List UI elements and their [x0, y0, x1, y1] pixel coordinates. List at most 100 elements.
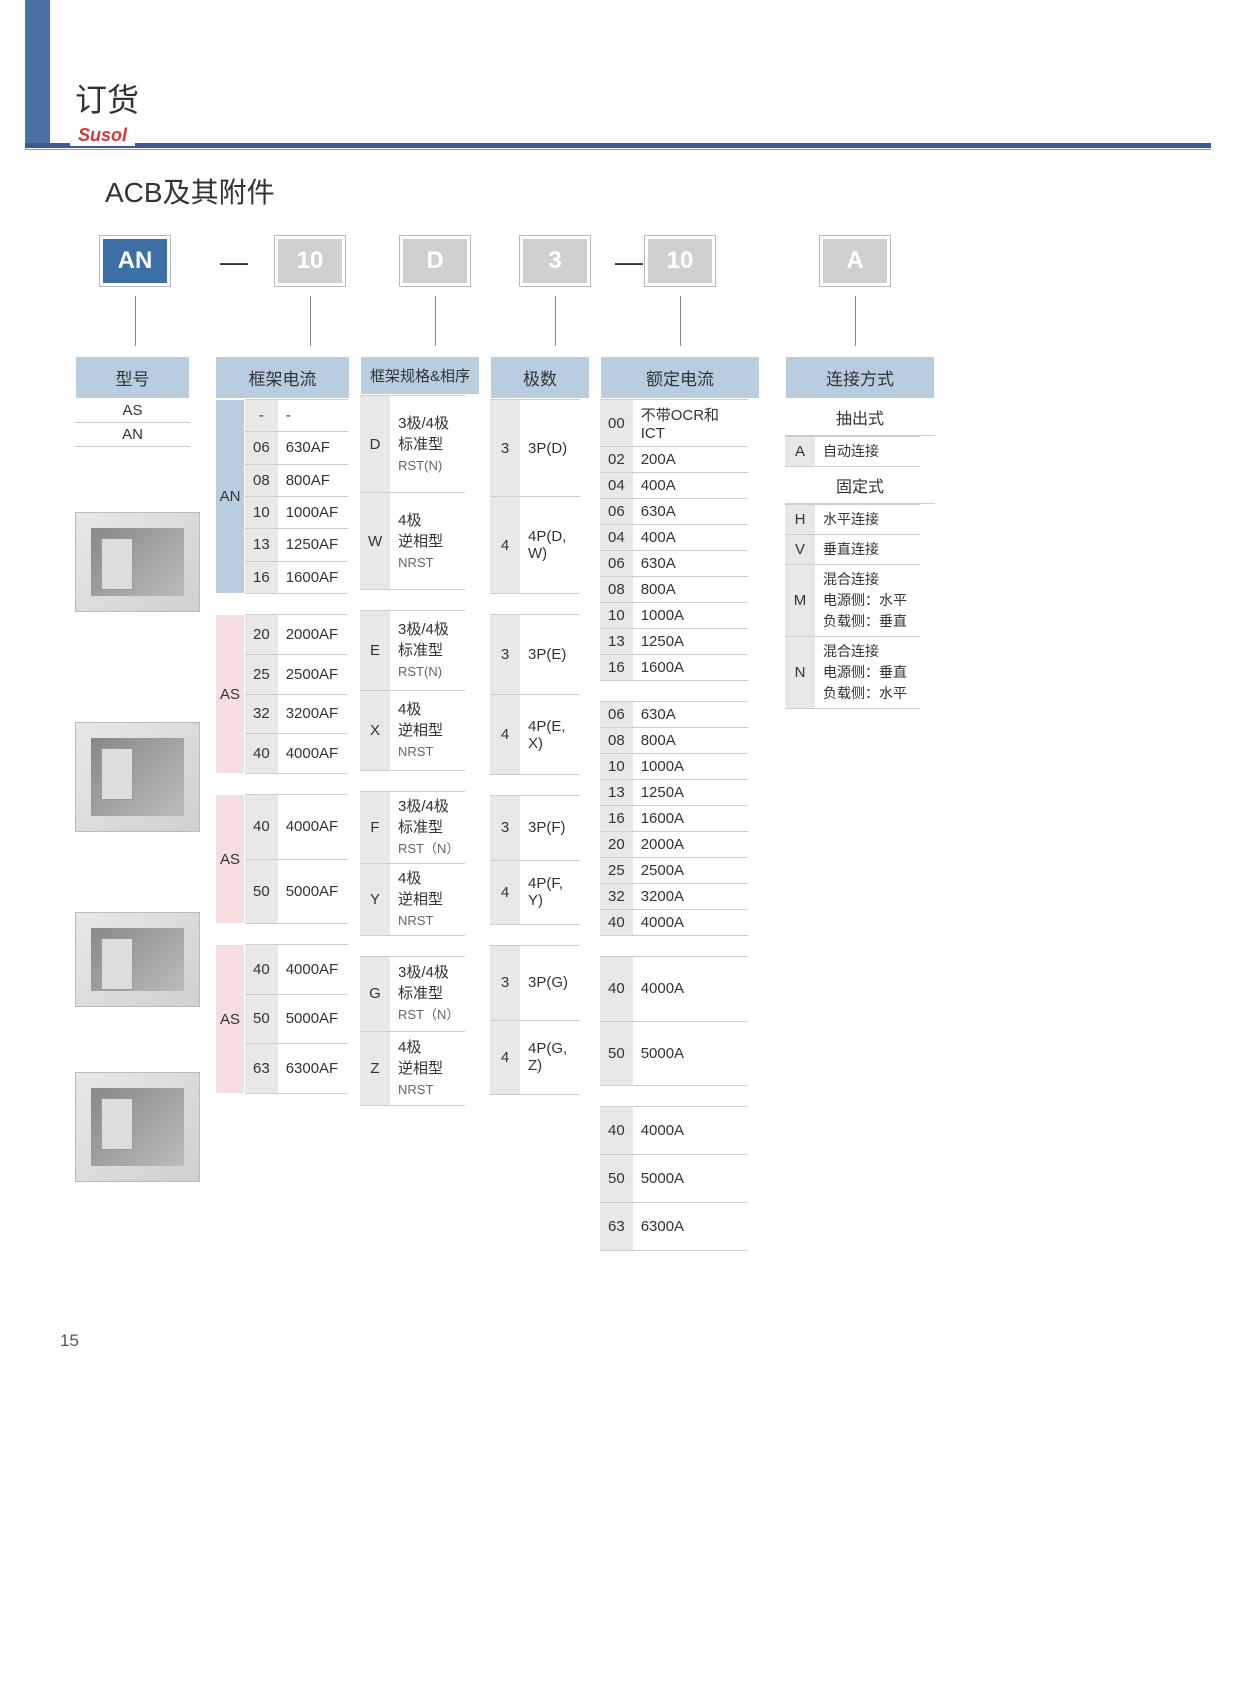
frame-group-tag: AS [215, 944, 245, 1094]
rated-code-cell: 16 [600, 655, 633, 681]
spec-code-cell: F [360, 792, 390, 864]
table-row: 33P(D) [490, 400, 580, 497]
frame-value-cell: 5000AF [278, 994, 348, 1044]
table-row: 06630A [600, 551, 748, 577]
table-row: 101000A [600, 754, 748, 780]
table-row: W4极逆相型NRST [360, 493, 465, 590]
columns-container: 型号 ASAN 框架电流 AN--06630AF08800AF101000AF1… [75, 356, 1241, 1271]
pole-code-cell: 4 [490, 1020, 520, 1095]
frame-group: AS404000AF505000AF636300AF [215, 944, 350, 1094]
rated-code-cell: 32 [600, 884, 633, 910]
frame-value-cell: 5000AF [278, 859, 348, 924]
rated-value-cell: 2000A [633, 832, 748, 858]
rated-code-cell: 10 [600, 603, 633, 629]
table-row: 33P(G) [490, 946, 580, 1021]
product-image-3 [75, 912, 200, 1007]
spec-code-cell: E [360, 611, 390, 691]
rated-value-cell: 400A [633, 473, 748, 499]
frame-spec-group: G3极/4极标准型RST（N）Z4极逆相型NRST [360, 956, 480, 1106]
frame-code-cell: 08 [245, 464, 278, 496]
table-row: 44P(E, X) [490, 695, 580, 775]
rated-group: 06630A08800A101000A131250A161600A202000A… [600, 701, 760, 936]
table-row: 404000AF [245, 795, 348, 860]
spec-code-cell: Z [360, 1031, 390, 1106]
header-rated-current: 额定电流 [600, 356, 760, 399]
spec-code-cell: G [360, 957, 390, 1032]
table-row: Z4极逆相型NRST [360, 1031, 465, 1106]
frame-code-cell: 50 [245, 859, 278, 924]
rated-value-cell: 6300A [633, 1203, 748, 1251]
frame-code-cell: 63 [245, 1044, 278, 1094]
frame-code-cell: 10 [245, 496, 278, 528]
connection-sec2-title: 固定式 [785, 467, 935, 504]
table-row: 04400A [600, 473, 748, 499]
dash: — [220, 246, 248, 278]
frame-spec-group: E3极/4极标准型RST(N)X4极逆相型NRST [360, 610, 480, 771]
code-box-row: AN — 10 D 3 — 10 A [100, 236, 1241, 296]
frame-code-cell: 25 [245, 654, 278, 694]
table-row: 08800A [600, 577, 748, 603]
frame-spec-col: 框架规格&相序 D3极/4极标准型RST(N)W4极逆相型NRSTE3极/4极标… [360, 356, 480, 1126]
rated-code-cell: 25 [600, 858, 633, 884]
poles-group: 33P(G)44P(G, Z) [490, 945, 590, 1095]
table-row: 06630A [600, 499, 748, 525]
rated-code-cell: 16 [600, 806, 633, 832]
header-frame-current: 框架电流 [215, 356, 350, 399]
rated-code-cell: 06 [600, 551, 633, 577]
table-row: 505000AF [245, 859, 348, 924]
rated-value-cell: 1000A [633, 603, 748, 629]
table-row: 44P(F, Y) [490, 860, 580, 925]
frame-value-cell: 630AF [278, 432, 348, 464]
frame-group-tag: AS [215, 614, 245, 774]
rated-code-cell: 13 [600, 780, 633, 806]
rated-code-cell: 50 [600, 1021, 633, 1086]
code-box-d: D [400, 236, 470, 286]
frame-value-cell: 4000AF [278, 795, 348, 860]
table-row: 404000A [600, 957, 748, 1022]
rated-code-cell: 63 [600, 1203, 633, 1251]
table-row: 161600AF [245, 561, 348, 593]
table-row: -- [245, 400, 348, 432]
model-images-wrapper: 型号 ASAN [75, 356, 215, 1197]
conn-code-cell: H [785, 505, 815, 535]
spec-desc-cell: 4极逆相型NRST [390, 493, 465, 590]
frame-current-col: 框架电流 AN--06630AF08800AF101000AF131250AF1… [215, 356, 350, 1114]
frame-value-cell: 3200AF [278, 694, 348, 734]
rated-value-cell: 4000A [633, 910, 748, 936]
rated-code-cell: 08 [600, 728, 633, 754]
conn-desc-cell: 垂直连接 [815, 535, 920, 565]
table-row: 252500AF [245, 654, 348, 694]
spec-desc-cell: 4极逆相型NRST [390, 691, 465, 771]
connector-lines [100, 296, 1241, 356]
rated-value-cell: 2500A [633, 858, 748, 884]
table-row: 33P(F) [490, 796, 580, 861]
conn-desc-cell: 自动连接 [815, 437, 920, 467]
rated-value-cell: 800A [633, 728, 748, 754]
table-row: 202000A [600, 832, 748, 858]
rated-value-cell: 200A [633, 447, 748, 473]
frame-value-cell: 4000AF [278, 945, 348, 995]
rated-code-cell: 20 [600, 832, 633, 858]
code-box-10b: 10 [645, 236, 715, 286]
frame-code-cell: 40 [245, 945, 278, 995]
table-row: 44P(D, W) [490, 497, 580, 594]
table-row: 06630AF [245, 432, 348, 464]
product-image-2 [75, 722, 200, 832]
table-row: 323200A [600, 884, 748, 910]
sub-title: ACB及其附件 [105, 171, 1241, 211]
table-row: N混合连接 电源侧：垂直 负载侧：水平 [785, 637, 920, 709]
rated-code-cell: 40 [600, 910, 633, 936]
header-model: 型号 [75, 356, 190, 399]
frame-value-cell: - [278, 400, 348, 432]
rated-value-cell: 400A [633, 525, 748, 551]
frame-value-cell: 1000AF [278, 496, 348, 528]
table-row: 33P(E) [490, 615, 580, 695]
rated-code-cell: 06 [600, 499, 633, 525]
frame-code-cell: 06 [245, 432, 278, 464]
spec-code-cell: Y [360, 864, 390, 936]
conn-desc-cell: 混合连接 电源侧：垂直 负载侧：水平 [815, 637, 920, 709]
frame-group: AS202000AF252500AF323200AF404000AF [215, 614, 350, 774]
connection-sec1-title: 抽出式 [785, 399, 935, 436]
product-image-1 [75, 512, 200, 612]
frame-value-cell: 2500AF [278, 654, 348, 694]
